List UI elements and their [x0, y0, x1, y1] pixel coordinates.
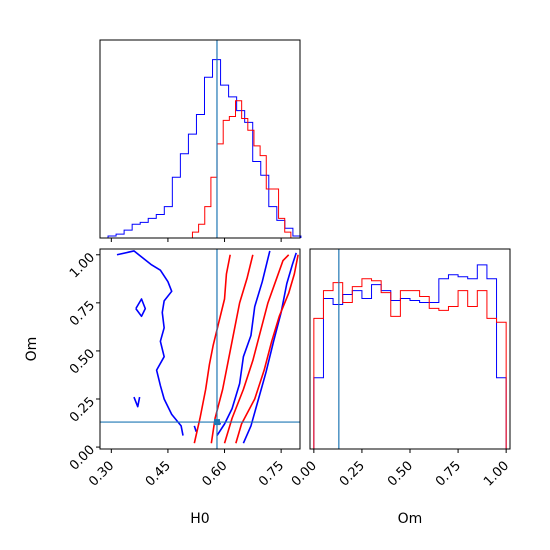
hist-H0-frame — [99, 39, 301, 239]
contour-lines — [116, 250, 299, 444]
contour-line-10 — [235, 254, 299, 444]
contour-line-5 — [216, 250, 271, 436]
contour-line-7 — [193, 254, 231, 444]
contour-ytick-label: 1.00 — [67, 250, 98, 281]
contour-line-9 — [223, 254, 290, 444]
panel-contour-H0-Om: 0.30 0.45 0.60 0.75 0.00 0.25 0.50 0.75 1.00 H0 Om — [24, 248, 301, 527]
hist-Om-series-1 — [313, 278, 507, 449]
contour-truth-marker — [213, 419, 220, 426]
contour-line-2 — [135, 298, 147, 318]
contour-xtick-label: 0.45 — [143, 458, 174, 489]
hist-Om-frame — [309, 248, 511, 450]
contour-ytick-label: 0.50 — [67, 346, 98, 377]
contour-line-8 — [210, 254, 254, 444]
hist-H0-series-1 — [191, 100, 298, 239]
xlabel-Om: Om — [398, 511, 423, 527]
contour-ytick-label: 0.00 — [67, 443, 98, 474]
contour-line-3 — [193, 425, 197, 432]
panel-hist-Om: 0.00 0.25 0.50 0.75 1.00 Om — [289, 248, 512, 527]
xlabel-H0: H0 — [190, 511, 209, 527]
contour-frame — [99, 248, 301, 450]
hist-Om-xtick-label: 0.00 — [289, 458, 320, 489]
hist-Om-xtick-label: 0.25 — [337, 458, 368, 489]
contour-xtick-label: 0.75 — [256, 458, 287, 489]
hist-H0-series-0 — [100, 59, 302, 239]
contour-line-0 — [116, 250, 184, 436]
hist-Om-xtick-label: 0.75 — [433, 458, 464, 489]
panel-hist-H0 — [99, 39, 302, 242]
contour-ytick-label: 0.25 — [67, 394, 98, 425]
ylabel-Om: Om — [24, 337, 40, 362]
contour-xtick-label: 0.60 — [199, 458, 230, 489]
hist-Om-xtick-label: 0.50 — [385, 458, 416, 489]
contour-ytick-label: 0.75 — [67, 298, 98, 329]
contour-line-6 — [242, 252, 297, 444]
contour-line-1 — [133, 396, 141, 408]
contour-xtick-label: 0.30 — [86, 458, 117, 489]
hist-Om-xtick-label: 1.00 — [481, 458, 512, 489]
